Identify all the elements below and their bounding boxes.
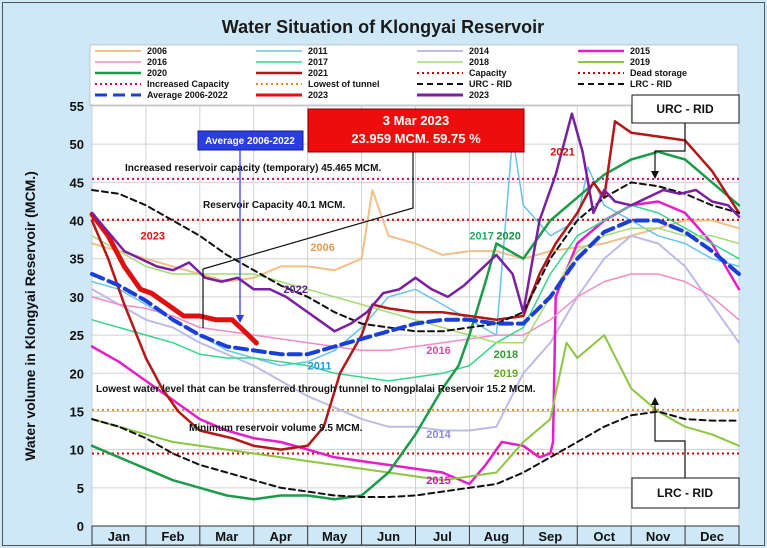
callout-date: 3 Mar 2023 <box>383 113 450 128</box>
annotation-increased-capacity: Increased reservoir capacity (temporary)… <box>125 163 381 174</box>
series-label-2015: 2015 <box>426 475 450 487</box>
legend-label: 2011 <box>308 46 328 56</box>
legend-label: 2021 <box>308 68 328 78</box>
series-line-average-2006-2022 <box>90 218 741 357</box>
avg-box-background <box>197 130 304 151</box>
legend-label: 2014 <box>469 46 489 56</box>
legend-box <box>89 44 739 106</box>
x-axis: Jan Feb Mar Apr May Jun Jul Aug Sep Oct Nov Dec <box>91 525 740 545</box>
lrc-connector <box>654 401 686 478</box>
series-line-urc-rid <box>91 181 740 333</box>
y-tick-label: 45 <box>70 175 84 190</box>
callout-background <box>307 108 525 153</box>
series-group <box>89 112 741 501</box>
x-tick-label: Apr <box>270 529 292 544</box>
x-tick-label: Jul <box>433 529 452 544</box>
series-labels: 2006 2011 2014 2015 2016 2017 2018 2019 2020 2021… <box>141 147 575 487</box>
legend-label: Average 2006-2022 <box>147 90 228 100</box>
urc-box-background <box>631 94 740 124</box>
y-tick-label: 30 <box>70 290 84 305</box>
x-tick-label: Oct <box>593 529 615 544</box>
urc-arrowhead <box>651 171 659 179</box>
avg-box-label: Average 2006-2022 <box>205 136 295 147</box>
series-label-2023: 2023 <box>141 231 165 243</box>
series-label-2019: 2019 <box>494 368 518 380</box>
lrc-box-label: LRC - RID <box>657 486 713 500</box>
y-axis-title: Water volume in Klongyai Reservoir (MCM.… <box>22 171 38 461</box>
y-tick-label: 15 <box>70 404 84 419</box>
legend-label: Capacity <box>469 68 507 78</box>
annotation-capacity: Reservoir Capacity 40.1 MCM. <box>203 200 346 211</box>
legend-label: 2006 <box>147 46 167 56</box>
lrc-arrowhead <box>651 397 659 405</box>
series-label-2021: 2021 <box>550 147 574 159</box>
legend-label: 2023 <box>469 90 489 100</box>
legend-label: 2016 <box>147 57 167 67</box>
series-line-2023 <box>89 211 259 346</box>
avg-box-arrowhead <box>236 315 244 323</box>
series-line-2014 <box>91 234 740 432</box>
lrc-box: LRC - RID <box>631 477 740 509</box>
x-tick-label: Aug <box>484 529 509 544</box>
series-line-2019 <box>91 334 740 482</box>
urc-connector <box>654 115 686 175</box>
y-tick-label: 35 <box>70 252 84 267</box>
y-tick-label: 20 <box>70 366 84 381</box>
y-tick-label: 25 <box>70 328 84 343</box>
series-line-2016 <box>91 273 740 352</box>
series-label-2016: 2016 <box>426 345 450 357</box>
x-tick-label: Feb <box>161 529 184 544</box>
y-tick-label: 10 <box>70 443 84 458</box>
series-label-2017: 2017 <box>469 231 493 243</box>
legend-label: URC - RID <box>469 79 512 89</box>
series-line-2022 <box>90 112 741 333</box>
urc-box-label: URC - RID <box>656 102 714 116</box>
series-label-2018: 2018 <box>494 349 518 361</box>
reservoir-chart: Water Situation of Klongyai Reservoir 0 5… <box>22 17 741 545</box>
legend-label: 2020 <box>147 68 167 78</box>
callout-value: 23.959 MCM. 59.75 % <box>351 131 481 146</box>
callout-box: 3 Mar 2023 23.959 MCM. 59.75 % <box>307 108 525 153</box>
chart-title: Water Situation of Klongyai Reservoir <box>222 17 544 37</box>
x-tick-label: Dec <box>700 529 724 544</box>
x-tick-label: May <box>322 529 348 544</box>
series-label-2011: 2011 <box>308 360 332 372</box>
series-label-2014: 2014 <box>426 429 451 441</box>
legend-label: LRC - RID <box>630 79 672 89</box>
legend-label: 2019 <box>630 57 650 67</box>
y-tick-label: 40 <box>70 214 84 229</box>
series-label-2020: 2020 <box>496 231 520 243</box>
legend-label: Increased Capacity <box>147 79 229 89</box>
legend-label: 2017 <box>308 57 328 67</box>
series-line-2021 <box>90 120 741 451</box>
series-line-2020 <box>90 150 741 501</box>
legend-label: 2018 <box>469 57 489 67</box>
x-tick-label: Jan <box>108 529 130 544</box>
legend-label: Dead storage <box>630 68 687 78</box>
legend: 2006 2011 2014 2015 2016 2017 2018 2019 2020 2021… <box>89 44 739 106</box>
legend-label: 2023 <box>308 90 328 100</box>
x-tick-label: Nov <box>646 529 671 544</box>
y-axis: 0 5 10 15 20 25 30 35 40 45 50 55 <box>70 99 84 534</box>
y-tick-label: 0 <box>77 519 84 534</box>
series-label-2022: 2022 <box>283 284 307 296</box>
series-label-2006: 2006 <box>310 242 334 254</box>
lrc-box-background <box>631 477 740 509</box>
avg-box: Average 2006-2022 <box>197 130 304 151</box>
series-line-lrc-rid <box>91 410 740 498</box>
x-tick-label: Jun <box>377 529 400 544</box>
y-tick-label: 5 <box>77 481 84 496</box>
y-tick-label: 50 <box>70 137 84 152</box>
urc-box: URC - RID <box>631 94 740 124</box>
annotation-tunnel: Lowest water level that can be transferr… <box>96 384 536 395</box>
legend-label: Lowest of tunnel <box>308 79 380 89</box>
y-tick-label: 55 <box>70 99 84 114</box>
x-tick-label: Sep <box>538 529 562 544</box>
legend-label: 2015 <box>630 46 650 56</box>
x-tick-label: Mar <box>215 529 238 544</box>
annotation-dead-storage: Minimum reservoir volume 9.5 MCM. <box>189 423 363 434</box>
